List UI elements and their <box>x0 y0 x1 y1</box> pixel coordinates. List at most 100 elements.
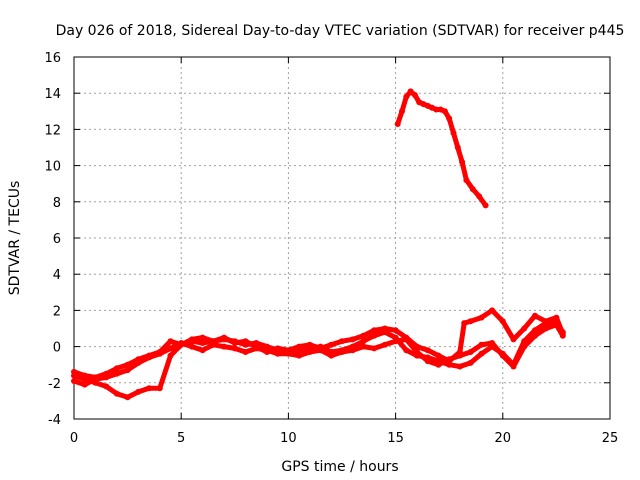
data-point <box>360 338 367 345</box>
data-point <box>411 92 418 98</box>
data-point <box>221 334 228 341</box>
data-point <box>463 177 470 184</box>
data-point <box>296 343 303 350</box>
data-point <box>399 108 405 115</box>
data-point <box>542 318 549 325</box>
data-point <box>467 359 474 366</box>
data-point <box>113 390 120 397</box>
axis-ticks: 0 5 10 15 20 25 -4 -2 0 2 4 6 8 10 12 14 16 <box>44 51 618 446</box>
data-point <box>467 349 474 355</box>
data-point <box>199 340 206 346</box>
x-tick-label: 5 <box>177 431 185 446</box>
data-point <box>274 345 281 352</box>
data-point <box>188 343 195 350</box>
data-point <box>167 338 174 345</box>
data-point <box>242 349 249 355</box>
data-point <box>553 314 560 321</box>
data-point <box>371 345 378 352</box>
data-point <box>156 349 163 355</box>
x-tick-label: 25 <box>602 431 619 446</box>
data-point <box>253 343 260 350</box>
data-point <box>424 347 431 354</box>
data-point <box>81 381 88 388</box>
data-point <box>424 358 431 365</box>
data-point <box>532 332 538 339</box>
data-point <box>510 363 517 370</box>
series-track-4 <box>394 88 489 209</box>
data-point <box>459 159 466 165</box>
data-point <box>231 340 238 346</box>
y-tick-label: 16 <box>44 51 61 66</box>
data-point <box>296 352 303 359</box>
data-point <box>467 318 474 325</box>
data-point <box>521 325 528 332</box>
y-tick-label: 12 <box>44 123 61 138</box>
data-point <box>478 350 485 357</box>
data-point <box>71 378 77 384</box>
data-point <box>532 312 538 319</box>
data-point <box>178 341 185 348</box>
data-point <box>242 338 249 345</box>
data-point <box>103 370 110 377</box>
data-point <box>167 345 174 352</box>
data-point <box>124 361 131 368</box>
data-point <box>414 349 420 355</box>
x-tick-label: 15 <box>387 431 404 446</box>
data-point <box>392 327 399 334</box>
x-tick-label: 0 <box>70 431 78 446</box>
data-point <box>478 341 485 348</box>
data-point <box>199 347 206 354</box>
data-point <box>339 349 345 355</box>
data-point <box>167 352 174 359</box>
data-point <box>433 106 440 113</box>
data-point <box>510 336 517 343</box>
data-point <box>461 320 468 327</box>
data-point <box>231 345 238 352</box>
y-tick-label: 10 <box>44 160 61 175</box>
data-point <box>274 350 281 357</box>
data-point <box>306 349 313 355</box>
data-point <box>403 93 410 100</box>
data-point <box>392 338 399 345</box>
data-point <box>81 372 88 379</box>
y-tick-label: 6 <box>53 232 61 247</box>
data-point <box>456 363 463 370</box>
series-layer <box>71 88 566 401</box>
x-tick-label: 10 <box>280 431 297 446</box>
data-point <box>124 394 131 401</box>
data-point <box>454 144 461 151</box>
y-tick-label: 0 <box>53 341 61 356</box>
data-point <box>71 368 77 375</box>
data-point <box>542 325 549 332</box>
data-point <box>446 115 453 122</box>
x-axis-label: GPS time / hours <box>281 459 398 475</box>
data-point <box>349 336 356 343</box>
data-point <box>450 130 457 136</box>
data-point <box>92 374 99 381</box>
data-point <box>521 343 528 350</box>
data-point <box>199 334 206 341</box>
data-point <box>146 352 152 359</box>
data-point <box>156 385 163 392</box>
y-tick-label: 8 <box>53 196 61 211</box>
y-tick-label: 14 <box>44 87 61 102</box>
data-point <box>349 347 356 354</box>
data-point <box>264 349 270 355</box>
data-point <box>435 361 442 368</box>
data-point <box>381 341 388 348</box>
data-point <box>146 385 152 392</box>
data-point <box>188 336 195 343</box>
data-point <box>360 343 367 350</box>
data-point <box>135 356 142 363</box>
data-point <box>371 332 378 339</box>
data-point <box>446 358 453 365</box>
chart-title: Day 026 of 2018, Sidereal Day-to-day VTE… <box>56 23 625 39</box>
y-axis-label: SDTVAR / TECUs <box>7 181 23 296</box>
y-tick-label: 4 <box>53 268 61 283</box>
x-tick-label: 20 <box>495 431 512 446</box>
data-point <box>328 341 335 348</box>
y-tick-label: -4 <box>48 413 61 428</box>
data-point <box>221 343 228 350</box>
data-point <box>403 347 410 354</box>
